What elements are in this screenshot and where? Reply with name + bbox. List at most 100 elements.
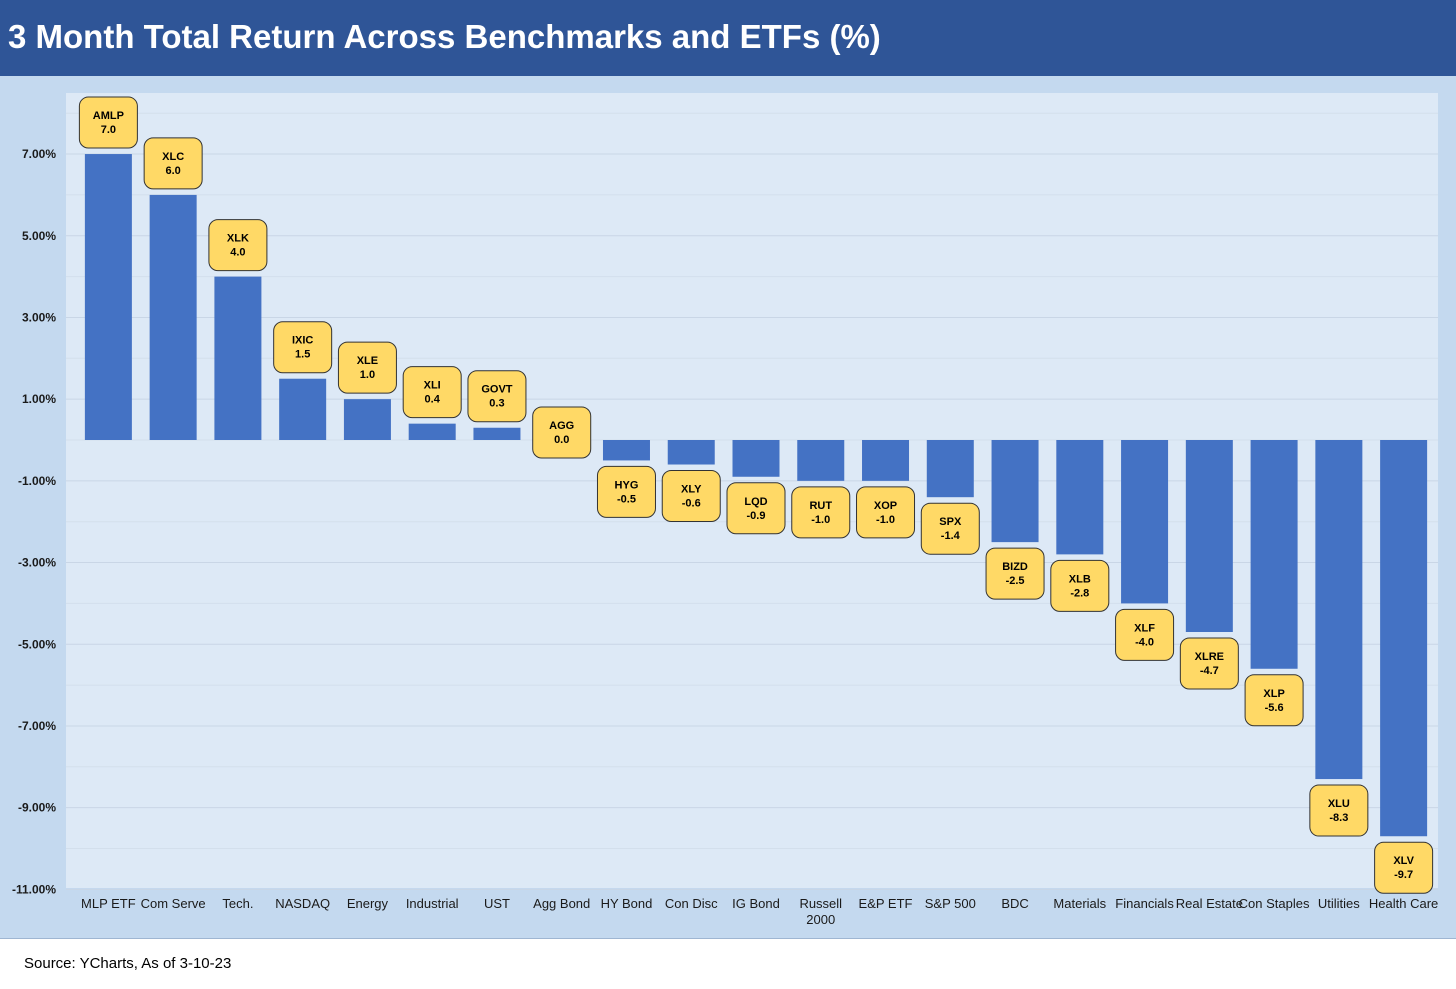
label-box-shape [1115, 608, 1175, 661]
category-label: 2000 [806, 912, 835, 927]
bar [1315, 440, 1363, 780]
ticker-label: BIZD [1002, 561, 1028, 573]
value-label: -1.0 [811, 514, 830, 526]
label-box-shape [791, 486, 851, 539]
category-label: NASDAQ [275, 896, 330, 911]
category-label: Energy [347, 896, 389, 911]
value-label: -2.5 [1006, 575, 1025, 587]
ticker-label: XLI [424, 380, 441, 392]
category-label: Tech. [222, 896, 253, 911]
data-label-box: IXIC 1.5 [273, 321, 333, 374]
chart-title: 3 Month Total Return Across Benchmarks a… [8, 18, 881, 55]
ticker-label: XLV [1393, 855, 1414, 867]
y-tick-label: -9.00% [18, 801, 56, 815]
label-box-shape [856, 486, 916, 539]
bar [797, 440, 845, 481]
data-label-box: XLV -9.7 [1374, 841, 1434, 894]
data-label-box: BIZD -2.5 [985, 547, 1045, 600]
label-box-shape [467, 370, 527, 423]
data-label-box: AGG 0.0 [532, 406, 592, 459]
ticker-label: XOP [874, 500, 897, 512]
bar [732, 440, 780, 477]
ticker-label: LQD [744, 496, 767, 508]
data-label-box: GOVT 0.3 [467, 370, 527, 423]
label-box-shape [1374, 841, 1434, 894]
label-box-shape [1309, 784, 1369, 837]
ticker-label: RUT [809, 500, 832, 512]
label-box-shape [143, 137, 203, 190]
bar [408, 423, 456, 440]
ticker-label: GOVT [481, 384, 512, 396]
ticker-label: XLP [1263, 688, 1284, 700]
data-label-box: RUT -1.0 [791, 486, 851, 539]
bar-chart: 7.00% 5.00% 3.00% 1.00% -1.00% -3.00% -5.00% -7… [12, 93, 1438, 927]
ticker-label: XLY [681, 484, 702, 496]
category-label: HY Bond [601, 896, 653, 911]
label-box-shape [726, 482, 786, 535]
bar [343, 399, 391, 440]
data-label-box: XLU -8.3 [1309, 784, 1369, 837]
label-box-shape [661, 470, 721, 523]
category-label: Health Care [1369, 896, 1438, 911]
value-label: 6.0 [165, 165, 180, 177]
value-label: 4.0 [230, 247, 245, 259]
ticker-label: XLK [227, 233, 249, 245]
chart-area: 7.00% 5.00% 3.00% 1.00% -1.00% -3.00% -5.00% -7… [0, 76, 1456, 938]
label-box-shape [1244, 674, 1304, 727]
value-label: -2.8 [1070, 587, 1089, 599]
value-label: -0.5 [617, 493, 636, 505]
category-label: E&P ETF [859, 896, 913, 911]
label-box-shape [273, 321, 333, 374]
y-tick-label: -11.00% [12, 882, 56, 896]
bar [602, 440, 650, 461]
data-label-box: LQD -0.9 [726, 482, 786, 535]
bar [1380, 440, 1428, 837]
label-box-shape [532, 406, 592, 459]
data-label-box: XLRE -4.7 [1179, 637, 1239, 690]
bar [84, 154, 132, 441]
value-label: 0.4 [425, 394, 441, 406]
label-box-shape [596, 465, 656, 518]
category-label: Financials [1115, 896, 1174, 911]
data-label-box: XLB -2.8 [1050, 559, 1110, 612]
category-label: Utilities [1318, 896, 1360, 911]
y-tick-label: -5.00% [18, 637, 56, 651]
label-box-shape [985, 547, 1045, 600]
ticker-label: IXIC [292, 335, 313, 347]
category-label: Real Estate [1176, 896, 1243, 911]
label-box-shape [920, 502, 980, 555]
bar [214, 276, 262, 440]
category-label: UST [484, 896, 510, 911]
bar [1185, 440, 1233, 632]
ticker-label: XLE [357, 355, 378, 367]
footer: Source: YCharts, As of 3-10-23 [0, 938, 1456, 989]
value-label: 1.0 [360, 369, 375, 381]
data-label-box: AMLP 7.0 [78, 96, 138, 149]
value-label: -0.6 [682, 498, 701, 510]
ticker-label: XLU [1328, 798, 1350, 810]
y-tick-label: -1.00% [18, 474, 56, 488]
value-label: -0.9 [747, 510, 766, 522]
value-label: -5.6 [1265, 702, 1284, 714]
bar [862, 440, 910, 481]
value-label: -9.7 [1394, 869, 1413, 881]
category-label: Industrial [406, 896, 459, 911]
y-tick-label: 3.00% [22, 310, 56, 324]
ticker-label: HYG [615, 479, 639, 491]
bar [926, 440, 974, 498]
category-label: Con Staples [1239, 896, 1310, 911]
bar [991, 440, 1039, 543]
label-box-shape [402, 366, 462, 419]
value-label: -8.3 [1329, 812, 1348, 824]
bar [279, 378, 327, 440]
bar [1250, 440, 1298, 669]
y-tick-label: -3.00% [18, 556, 56, 570]
value-label: -1.0 [876, 514, 895, 526]
value-label: -1.4 [941, 530, 961, 542]
ticker-label: AGG [549, 420, 574, 432]
ticker-label: XLRE [1195, 651, 1224, 663]
data-label-box: XLF -4.0 [1115, 608, 1175, 661]
category-label: IG Bond [732, 896, 780, 911]
value-label: -4.7 [1200, 665, 1219, 677]
data-label-box: XOP -1.0 [856, 486, 916, 539]
